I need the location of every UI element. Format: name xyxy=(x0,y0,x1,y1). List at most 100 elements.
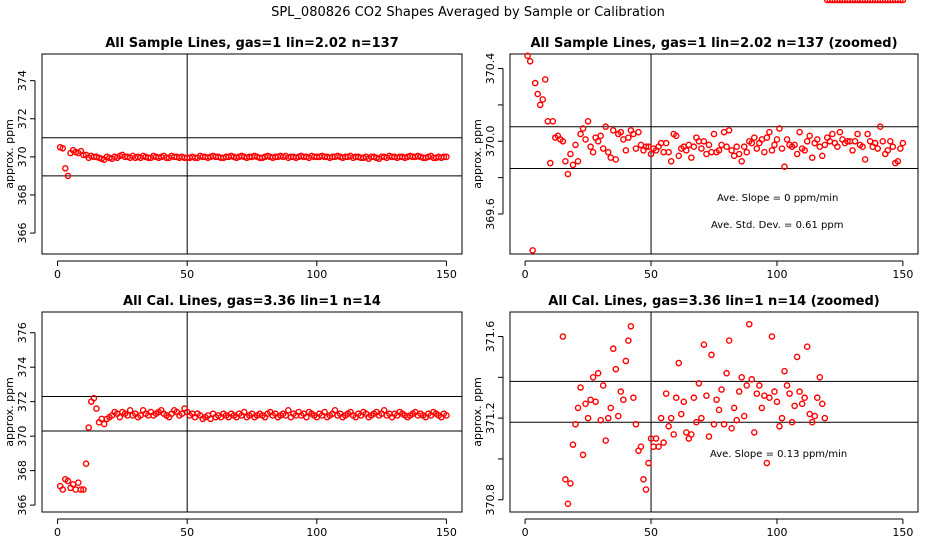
data-point xyxy=(62,164,69,172)
data-point xyxy=(715,406,723,414)
data-point xyxy=(594,369,602,377)
data-point xyxy=(740,412,748,420)
data-point xyxy=(574,404,582,412)
data-point xyxy=(791,141,798,149)
data-point xyxy=(607,404,615,412)
data-point xyxy=(776,125,783,132)
data-point xyxy=(695,380,703,387)
data-point xyxy=(871,0,879,4)
data-point xyxy=(884,0,892,4)
data-point xyxy=(74,479,82,486)
data-point xyxy=(59,486,67,493)
data-point xyxy=(763,459,771,467)
chart-title: All Sample Lines, gas=1 lin=2.02 n=137 xyxy=(105,36,399,51)
data-point xyxy=(824,0,831,4)
data-point xyxy=(808,154,816,161)
data-point xyxy=(700,341,708,348)
data-point xyxy=(735,388,743,395)
data-point xyxy=(632,145,640,152)
data-point xyxy=(715,147,723,154)
data-point xyxy=(380,406,388,414)
data-point xyxy=(801,394,808,402)
x-tick-label: 0 xyxy=(522,268,529,281)
data-point xyxy=(630,394,637,402)
figure-title: SPL_080826 CO2 Shapes Averaged by Sample… xyxy=(271,5,665,20)
data-point xyxy=(599,145,607,152)
x-tick-label: 150 xyxy=(892,526,913,539)
data-point xyxy=(818,152,826,160)
data-point xyxy=(680,398,688,406)
data-point xyxy=(811,412,819,420)
data-point xyxy=(733,143,740,151)
data-point xyxy=(625,337,632,344)
data-point xyxy=(559,333,567,340)
data-point xyxy=(821,141,829,149)
data-point xyxy=(579,125,587,132)
data-point xyxy=(879,137,887,145)
data-point xyxy=(546,159,554,167)
data-point xyxy=(536,101,544,109)
data-point xyxy=(773,398,781,406)
data-point xyxy=(642,486,650,493)
chart-panel-2: All Sample Lines, gas=1 lin=2.02 n=137 (… xyxy=(471,36,919,281)
data-point xyxy=(710,420,718,428)
data-points xyxy=(559,0,907,508)
chart-panel-3: All Cal. Lines, gas=3.36 lin=1 n=14 0 50 10… xyxy=(3,294,463,539)
x-tick-label: 50 xyxy=(180,526,194,539)
data-point xyxy=(899,139,907,147)
data-point xyxy=(763,134,771,141)
data-point xyxy=(703,392,710,399)
data-point xyxy=(771,141,778,149)
data-point xyxy=(879,0,887,4)
annotation-text: Ave. Std. Dev. = 0.61 ppm xyxy=(711,220,843,231)
data-point xyxy=(892,0,899,4)
data-point xyxy=(635,128,642,136)
x-tick-label: 100 xyxy=(766,526,787,539)
data-point xyxy=(670,431,678,438)
chart-panel-4: All Cal. Lines, gas=3.36 lin=1 n=14 (zoo… xyxy=(471,0,919,539)
data-point xyxy=(660,439,667,446)
data-point xyxy=(859,143,866,151)
data-point xyxy=(766,394,773,402)
x-tick-label: 0 xyxy=(54,526,61,539)
data-point xyxy=(834,0,841,4)
data-point xyxy=(748,376,756,383)
data-point xyxy=(604,148,612,156)
data-point xyxy=(766,128,773,136)
data-point xyxy=(577,130,584,138)
data-point xyxy=(735,150,743,158)
data-point xyxy=(841,0,849,4)
plot-frame xyxy=(509,53,919,255)
data-point xyxy=(801,147,808,154)
data-points xyxy=(524,52,907,254)
y-tick-label: 372 xyxy=(16,108,29,129)
data-point xyxy=(808,418,816,426)
annotation-text: Ave. Slope = 0 ppm/min xyxy=(717,193,838,204)
data-point xyxy=(594,137,602,145)
data-point xyxy=(876,0,884,4)
data-point xyxy=(647,150,655,158)
data-point xyxy=(783,136,791,143)
data-point xyxy=(584,414,592,422)
y-axis-label: approx. ppm xyxy=(3,377,16,447)
data-point xyxy=(59,144,67,152)
data-point xyxy=(781,163,788,171)
data-point xyxy=(791,402,798,410)
data-point xyxy=(753,390,761,397)
data-point xyxy=(886,0,894,4)
y-tick-label: 376 xyxy=(16,322,29,343)
data-point xyxy=(303,413,310,421)
data-point xyxy=(761,148,768,156)
data-point xyxy=(899,0,907,4)
data-point xyxy=(836,0,844,4)
data-point xyxy=(756,382,763,389)
x-tick-label: 50 xyxy=(644,526,658,539)
data-point xyxy=(796,388,803,395)
x-tick-label: 100 xyxy=(766,268,787,281)
data-point xyxy=(758,404,766,412)
data-point xyxy=(672,132,680,140)
data-point xyxy=(688,154,695,161)
data-point xyxy=(642,143,650,151)
data-point xyxy=(740,143,748,151)
data-point xyxy=(688,431,695,438)
